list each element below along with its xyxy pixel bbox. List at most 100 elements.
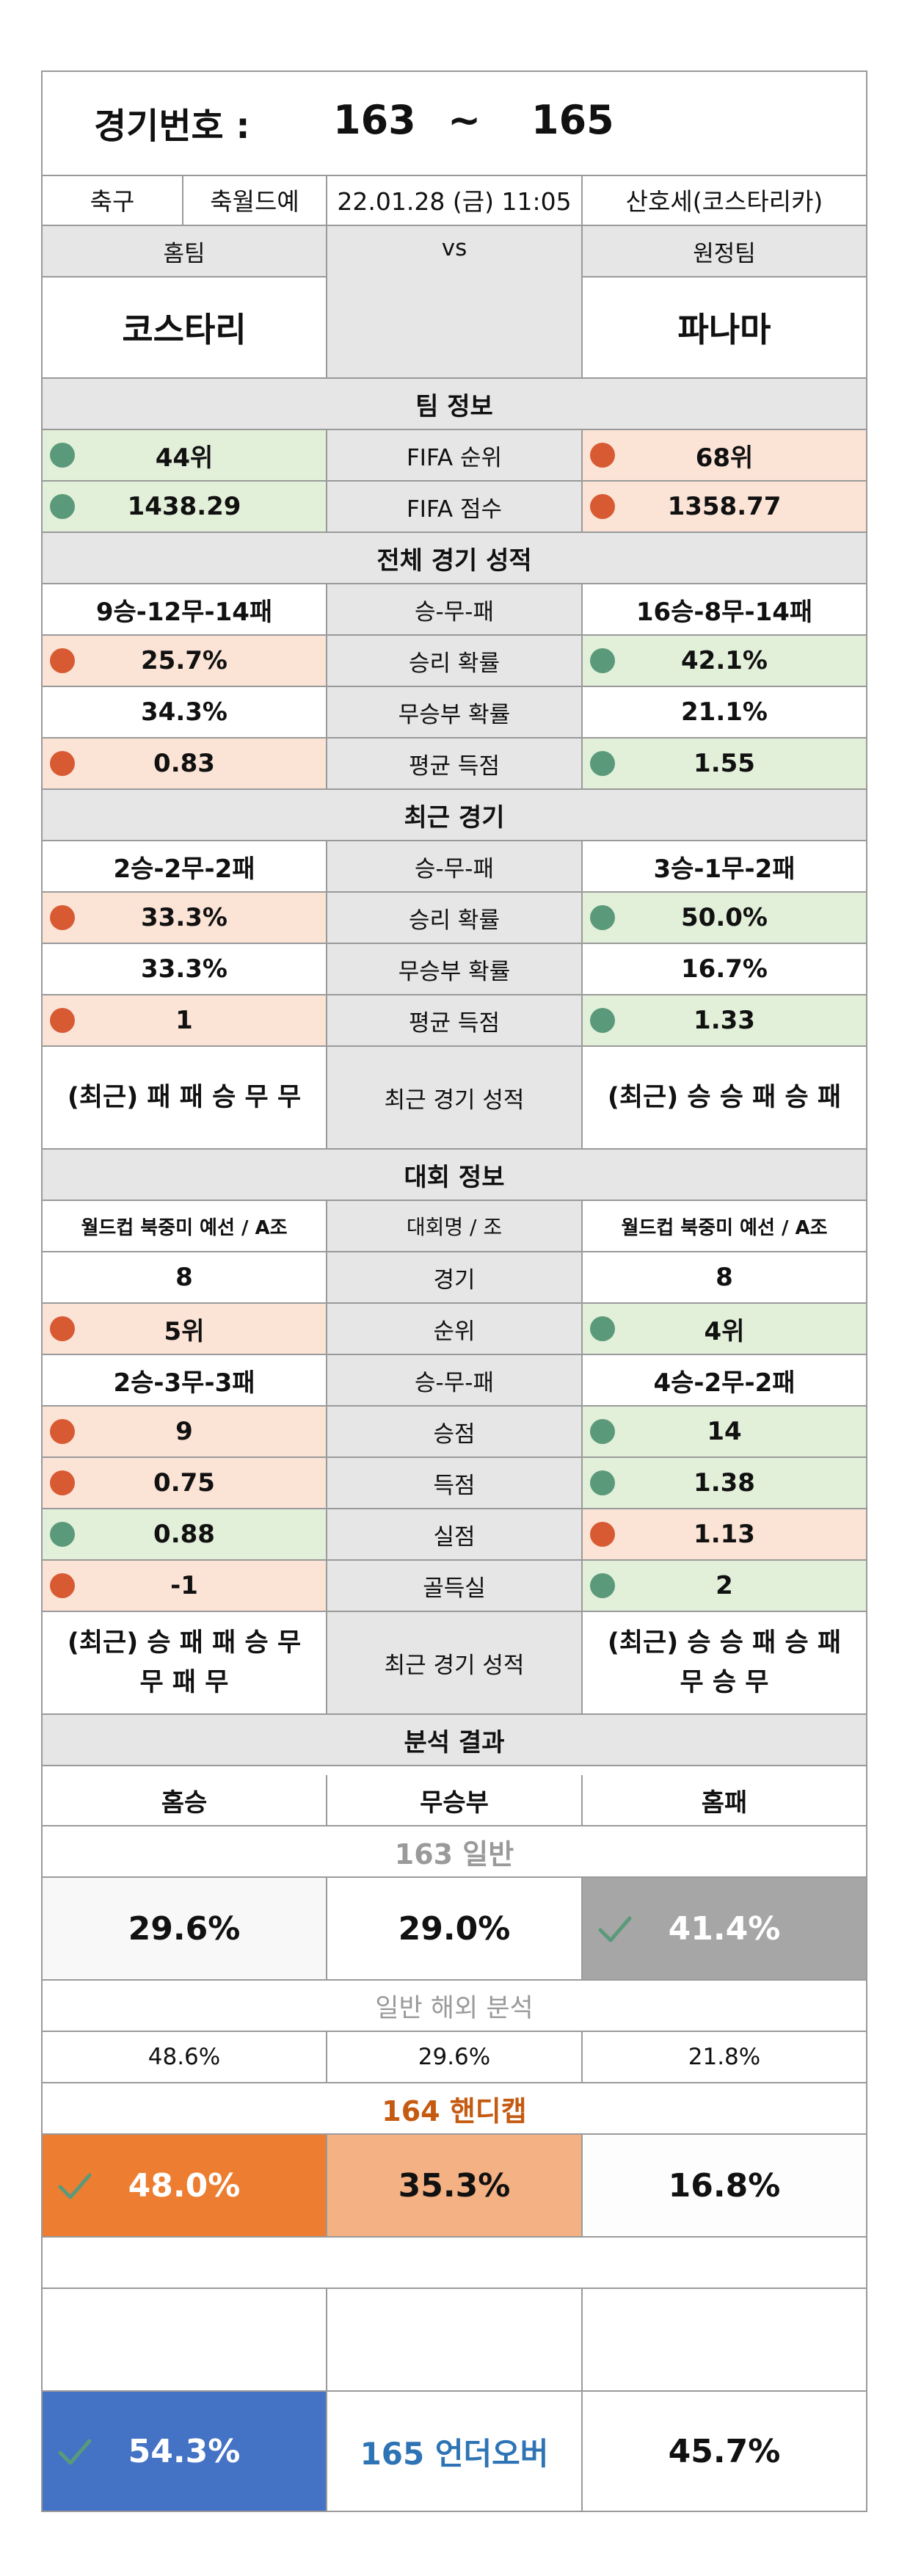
green-dot-icon [50,443,75,468]
home-value-text: 0.83 [153,749,215,778]
section-title: 분석 결과 [43,1715,866,1765]
stat-label: FIFA 점수 [327,482,583,531]
general-row: 29.6% 29.0% 41.4% [43,1878,866,1981]
check-icon [58,2173,92,2199]
stat-row: 2승-2무-2패 승-무-패 3승-1무-2패 [43,841,866,893]
home-value-text: 월드컵 북중미 예선 / A조 [81,1216,288,1239]
home-value: 44위 [43,430,327,480]
stat-row: 5위 순위 4위 [43,1304,866,1355]
blank-cell [43,2289,327,2390]
stat-row: 33.3% 승리 확률 50.0% [43,893,866,944]
underover-label: 165 언더오버 [327,2392,583,2511]
stat-row: 0.75 득점 1.38 [43,1458,866,1509]
home-value: 25.7% [43,636,327,686]
green-dot-icon [590,1470,615,1495]
red-dot-icon [50,905,75,930]
away-value-text: 3승-1무-2패 [653,854,796,884]
recent-form-row: (최근) 패 패 승 무 무 최근 경기 성적 (최근) 승 승 패 승 패 [43,1047,866,1150]
stat-row: 1 평균 득점 1.33 [43,995,866,1047]
home-value: 33.3% [43,944,327,994]
away-value: 4위 [583,1304,866,1354]
spacer-cell [43,2238,866,2287]
recent-form-row: (최근) 승 패 패 승 무 무 패 무 최근 경기 성적 (최근) 승 승 패 승… [43,1612,866,1715]
home-value-text: 0.88 [153,1520,215,1549]
away-value-text: 4위 [704,1316,745,1346]
red-dot-icon [590,494,615,519]
home-value-text: 44위 [155,443,214,473]
under-pick: 54.3% [43,2392,327,2511]
section-title-row: 대회 정보 [43,1150,866,1201]
home-value-text: 1438.29 [127,492,241,521]
stat-row: -1 골득실 2 [43,1561,866,1612]
stat-label: 무승부 확률 [327,687,583,737]
away-value: 16승-8무-14패 [583,584,866,634]
home-value-text: -1 [170,1571,198,1600]
handicap-home-loss: 16.8% [583,2135,866,2236]
match-info-row: 축구 축월드예 22.01.28 (금) 11:05 산호세(코스타리카) [43,175,866,226]
section-title-row: 최근 경기 [43,790,866,841]
general-title-row: 163 일반 [43,1826,866,1878]
match-datetime: 22.01.28 (금) 11:05 [327,175,583,225]
green-dot-icon [50,494,75,519]
away-value: 42.1% [583,636,866,686]
stat-label: 승리 확률 [327,636,583,686]
home-value-text: 9 [175,1417,193,1446]
home-recent-form: (최근) 승 패 패 승 무 무 패 무 [43,1612,327,1713]
away-value: 월드컵 북중미 예선 / A조 [583,1201,866,1251]
away-value-text: 1.38 [694,1468,755,1498]
away-value-text: 16.7% [681,954,768,984]
check-icon [58,2439,92,2465]
handicap-draw: 35.3% [327,2135,583,2236]
stat-label: 평균 득점 [327,995,583,1045]
handicap-home-win: 48.0% [128,2166,241,2205]
stat-label: 평균 득점 [327,739,583,788]
home-value-text: 34.3% [141,697,228,727]
venue: 산호세(코스타리카) [625,187,823,216]
away-value-text: 68위 [695,443,754,473]
underover-row: 54.3% 165 언더오버 45.7% [43,2392,866,2511]
home-value: -1 [43,1561,327,1611]
stat-row: 9 승점 14 [43,1407,866,1458]
match-number-label: 경기번호 : [94,106,250,147]
stat-row: 월드컵 북중미 예선 / A조 대회명 / 조 월드컵 북중미 예선 / A조 [43,1201,866,1252]
analysis-header-draw: 무승부 [327,1775,583,1825]
check-icon [598,1916,632,1942]
home-value: 1 [43,995,327,1045]
home-value: 33.3% [43,893,327,943]
home-value: 2승-2무-2패 [43,841,327,891]
match-number-separator: ~ [448,97,481,143]
home-value-text: 2승-3무-3패 [113,1368,255,1398]
section-title: 팀 정보 [43,379,866,429]
home-value-text: 8 [175,1263,193,1292]
stat-label: 승점 [327,1407,583,1456]
away-value-text: 16승-8무-14패 [636,597,813,627]
blank-cell [583,2289,866,2390]
stat-label: 실점 [327,1509,583,1559]
over-value: 45.7% [668,2432,781,2470]
home-value: 1438.29 [43,482,327,531]
away-value-text: 1358.77 [667,492,782,521]
section-title: 대회 정보 [43,1150,866,1200]
vs-label: vs [327,226,583,377]
home-value: 0.83 [43,739,327,788]
away-value-text: 50.0% [681,903,768,932]
handicap-home-win-pick: 48.0% [43,2135,327,2236]
overseas-title: 일반 해외 분석 [375,1993,534,2023]
blank-row [43,2289,866,2392]
away-recent-form: (최근) 승 승 패 승 패 무 승 무 [607,1628,842,1697]
stat-label: 승리 확률 [327,893,583,943]
stat-label: 골득실 [327,1561,583,1611]
red-dot-icon [50,1316,75,1341]
overseas-draw: 29.6% [327,2032,583,2082]
home-value-text: 33.3% [141,954,228,984]
stat-label: 대회명 / 조 [327,1201,583,1251]
spacer-row [43,2238,866,2289]
stat-label: 경기 [327,1252,583,1302]
away-value: 1.38 [583,1458,866,1508]
home-value: 0.88 [43,1509,327,1559]
overseas-title-row: 일반 해외 분석 [43,1981,866,2032]
match-number-from: 163 [333,97,416,143]
section-title-row: 팀 정보 [43,379,866,430]
home-value-text: 5위 [164,1316,205,1346]
blank-cell [327,2289,583,2390]
